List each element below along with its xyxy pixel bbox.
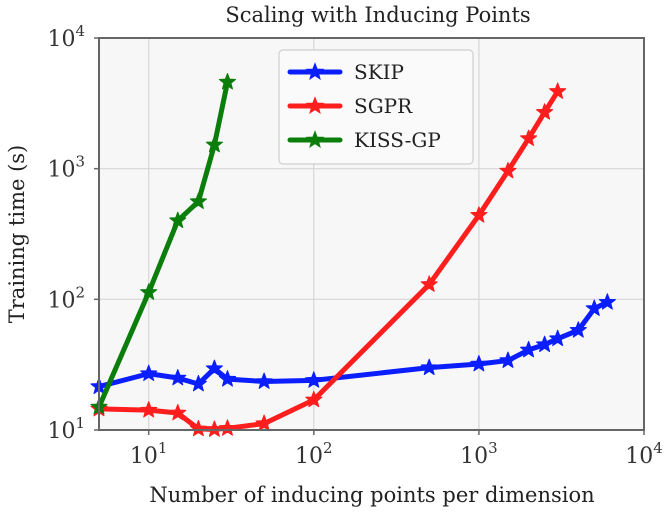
data-point-kiss-gp <box>189 192 207 209</box>
legend-label: SGPR <box>354 94 413 118</box>
y-tick-label-base: 10 <box>47 419 75 444</box>
data-point-sgpr <box>140 401 158 418</box>
data-point-skip <box>205 359 223 376</box>
chart-title: Scaling with Inducing Points <box>225 3 530 27</box>
data-point-sgpr <box>255 414 273 431</box>
y-tick-label-exponent: 2 <box>75 283 85 301</box>
x-tick-label-exponent: 1 <box>158 439 168 457</box>
y-tick-label-exponent: 4 <box>75 22 85 40</box>
series-kiss-gp <box>90 73 237 415</box>
data-point-skip <box>536 335 554 353</box>
x-tick-label: 104 <box>625 439 663 469</box>
y-tick-label-exponent: 3 <box>75 153 85 171</box>
data-point-skip <box>499 351 517 368</box>
x-tick-label-base: 10 <box>130 444 158 469</box>
legend-item-skip: SKIP <box>287 60 404 84</box>
x-tick-label: 102 <box>295 439 333 469</box>
data-point-sgpr <box>169 403 187 421</box>
data-point-skip <box>569 321 587 338</box>
data-point-sgpr <box>499 161 517 179</box>
data-point-kiss-gp <box>218 73 237 90</box>
data-point-skip <box>585 299 603 316</box>
y-tick-label: 101 <box>47 414 85 444</box>
data-point-sgpr <box>470 206 488 223</box>
x-tick-label-exponent: 2 <box>323 439 333 457</box>
x-tick-label-base: 10 <box>295 444 323 469</box>
x-tick-label-exponent: 4 <box>653 439 663 457</box>
x-tick-label: 101 <box>130 439 168 469</box>
y-tick-label: 102 <box>47 283 85 313</box>
data-point-kiss-gp <box>169 211 187 229</box>
data-point-sgpr <box>189 419 207 437</box>
series-layer <box>90 73 616 437</box>
data-point-skip <box>218 370 237 387</box>
y-tick-label: 103 <box>47 153 85 183</box>
series-skip <box>90 293 616 394</box>
series-sgpr <box>90 82 567 437</box>
legend-label: SKIP <box>354 60 404 84</box>
data-point-sgpr <box>549 82 567 99</box>
data-point-sgpr <box>420 275 438 292</box>
x-tick-label-base: 10 <box>460 444 488 469</box>
legend-item-sgpr: SGPR <box>287 94 413 118</box>
data-point-skip <box>140 364 158 382</box>
data-point-sgpr <box>218 419 237 436</box>
data-point-skip <box>598 293 616 310</box>
y-tick-label: 104 <box>47 22 85 52</box>
x-tick-label: 103 <box>460 439 498 469</box>
data-point-skip <box>255 372 273 389</box>
y-tick-label-base: 10 <box>47 27 75 52</box>
y-tick-label-base: 10 <box>47 288 75 313</box>
data-point-kiss-gp <box>140 283 158 300</box>
x-tick-label-base: 10 <box>625 444 653 469</box>
legend: SKIP SGPR KISS-GP <box>278 49 474 165</box>
legend-box <box>278 49 474 165</box>
y-tick-label-base: 10 <box>47 158 75 183</box>
x-axis-label: Number of inducing points per dimension <box>149 483 594 507</box>
data-point-skip <box>169 369 187 386</box>
data-point-skip <box>470 354 488 372</box>
legend-item-kiss-gp: KISS-GP <box>287 128 441 152</box>
data-point-skip <box>189 374 207 392</box>
data-point-sgpr <box>305 390 323 408</box>
data-point-skip <box>549 329 567 347</box>
legend-label: KISS-GP <box>354 128 441 152</box>
legend-marker <box>305 130 325 149</box>
data-point-skip <box>305 371 323 388</box>
series-line-kiss-gp <box>96 79 230 410</box>
legend-marker <box>305 62 325 81</box>
legend-marker <box>305 96 325 115</box>
y-tick-label-exponent: 1 <box>75 414 85 432</box>
y-axis-label: Training time (s) <box>5 145 29 324</box>
data-point-skip <box>420 358 438 376</box>
data-point-kiss-gp <box>205 135 223 153</box>
data-point-sgpr <box>536 103 554 120</box>
data-point-skip <box>520 340 538 358</box>
data-point-sgpr <box>520 129 538 146</box>
x-tick-label-exponent: 3 <box>488 439 498 457</box>
plot-frame <box>98 37 645 431</box>
